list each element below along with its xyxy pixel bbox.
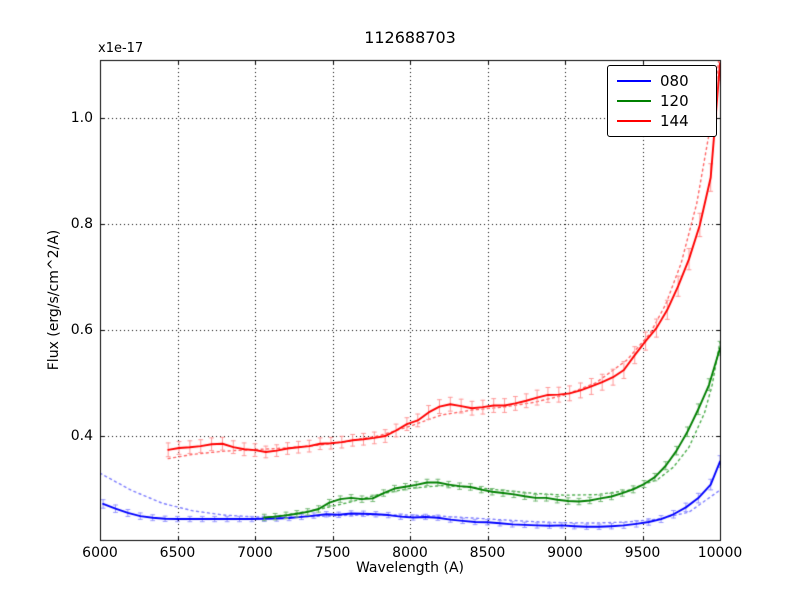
x-tick-label: 8000 [392, 545, 428, 561]
legend-line-sample-080 [617, 80, 651, 82]
x-tick-label: 8500 [469, 545, 506, 561]
y-tick-label: 0.8 [70, 215, 93, 232]
x-tick-label: 10000 [697, 545, 743, 561]
legend-line-sample-120 [617, 100, 651, 102]
legend-entry-144: 144 [617, 111, 712, 131]
legend-entry-080: 080 [617, 71, 712, 91]
legend-line-sample-144 [617, 120, 651, 122]
legend: 080 120 144 [607, 65, 717, 137]
y-axis-offset-label: x1e-17 [98, 41, 144, 56]
x-tick-label: 9500 [624, 545, 661, 561]
y-tick-label: 0.6 [70, 321, 93, 338]
y-axis-label: Flux (erg/s/cm^2/A) [46, 229, 62, 371]
x-axis-label: Wavelength (A) [355, 560, 464, 576]
legend-label-144: 144 [660, 112, 689, 130]
plot-title: 112688703 [364, 28, 456, 47]
y-tick-label: 0.4 [70, 428, 93, 445]
legend-label-120: 120 [660, 92, 689, 110]
x-tick-label: 7500 [314, 545, 351, 561]
y-tick-label: 1.0 [70, 109, 93, 126]
x-tick-label: 9000 [547, 545, 583, 561]
legend-entry-120: 120 [617, 91, 712, 111]
x-tick-label: 7000 [237, 545, 273, 561]
x-tick-label: 6000 [82, 545, 118, 561]
legend-label-080: 080 [660, 72, 689, 90]
x-tick-label: 6500 [159, 545, 196, 561]
